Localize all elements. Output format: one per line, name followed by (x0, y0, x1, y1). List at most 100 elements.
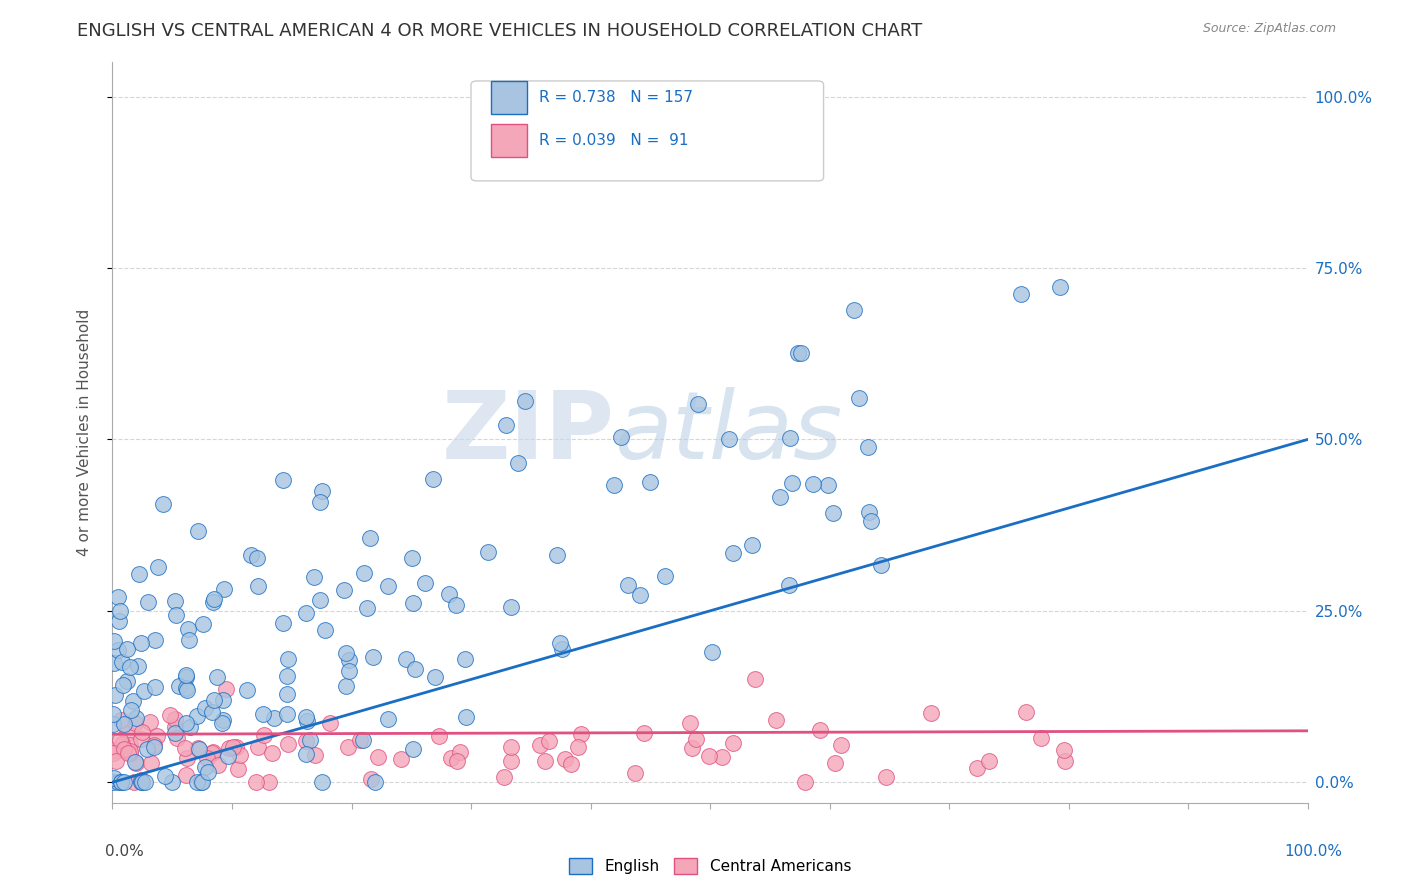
Point (710, 750, 733, 764)
FancyBboxPatch shape (491, 123, 527, 157)
Point (143, 633, 166, 648)
Point (311, 484, 333, 499)
Point (101, 706, 124, 721)
Point (682, 741, 704, 756)
Point (848, 391, 870, 405)
Point (277, 737, 299, 751)
Point (153, 769, 176, 783)
Point (218, 740, 240, 755)
Point (191, 617, 214, 632)
Point (252, 707, 274, 722)
Point (163, 720, 186, 734)
Point (187, 524, 209, 538)
Point (546, 548, 568, 562)
Point (217, 748, 239, 763)
Point (215, 681, 238, 696)
Point (422, 472, 444, 486)
Point (112, 775, 135, 789)
Point (176, 750, 198, 764)
Point (1053, 743, 1076, 757)
Point (402, 597, 425, 611)
Point (779, 431, 801, 445)
Point (567, 739, 589, 754)
Point (401, 550, 423, 565)
Point (108, 604, 131, 618)
Point (202, 693, 225, 707)
Point (142, 740, 165, 755)
Point (304, 747, 326, 762)
Point (173, 740, 195, 755)
Point (551, 641, 574, 656)
Point (638, 475, 661, 489)
Point (120, 743, 142, 757)
Point (1015, 705, 1038, 719)
Point (824, 756, 846, 771)
Point (110, 775, 132, 789)
Point (128, 566, 150, 581)
Point (454, 710, 477, 724)
Text: 0.0%: 0.0% (105, 845, 145, 859)
Point (101, 742, 124, 756)
Point (194, 760, 217, 774)
Point (801, 477, 824, 491)
Point (377, 579, 399, 593)
Point (115, 641, 138, 656)
Point (533, 754, 555, 768)
Point (159, 708, 181, 723)
Point (765, 714, 787, 728)
Point (107, 743, 129, 757)
Point (548, 635, 571, 649)
Point (685, 731, 707, 746)
Point (169, 679, 191, 693)
Point (134, 775, 156, 789)
Point (678, 716, 700, 731)
Point (127, 659, 149, 673)
Point (211, 715, 233, 730)
Point (309, 592, 332, 607)
FancyBboxPatch shape (491, 81, 527, 114)
Point (165, 608, 187, 623)
Point (276, 707, 298, 722)
Text: 100.0%: 100.0% (1285, 845, 1343, 859)
Point (190, 775, 212, 789)
Point (319, 715, 342, 730)
Point (337, 739, 360, 754)
Point (817, 477, 839, 491)
Point (104, 754, 127, 768)
Point (124, 716, 146, 731)
FancyBboxPatch shape (471, 81, 824, 181)
Point (226, 762, 249, 776)
Point (257, 775, 280, 789)
Point (298, 732, 321, 747)
Point (499, 740, 522, 755)
Point (787, 346, 810, 360)
Y-axis label: 4 or more Vehicles in Household: 4 or more Vehicles in Household (77, 309, 91, 557)
Point (129, 775, 152, 789)
Point (477, 545, 499, 559)
Point (359, 532, 381, 546)
Point (207, 758, 229, 772)
Text: ZIP: ZIP (441, 386, 614, 479)
Point (721, 736, 744, 750)
Point (808, 723, 831, 737)
Point (222, 739, 245, 754)
Point (194, 701, 217, 715)
Point (174, 670, 197, 684)
Point (356, 600, 378, 615)
Point (404, 662, 426, 676)
Point (177, 633, 200, 648)
Point (186, 709, 208, 723)
Point (163, 594, 186, 608)
Point (349, 733, 371, 747)
Point (628, 589, 651, 603)
Point (245, 551, 267, 566)
Point (110, 775, 132, 789)
Point (236, 682, 259, 697)
Point (212, 693, 235, 707)
Point (686, 397, 709, 411)
Point (295, 710, 318, 724)
Point (309, 495, 332, 509)
Point (446, 755, 468, 769)
Point (202, 745, 225, 759)
Point (790, 346, 813, 360)
